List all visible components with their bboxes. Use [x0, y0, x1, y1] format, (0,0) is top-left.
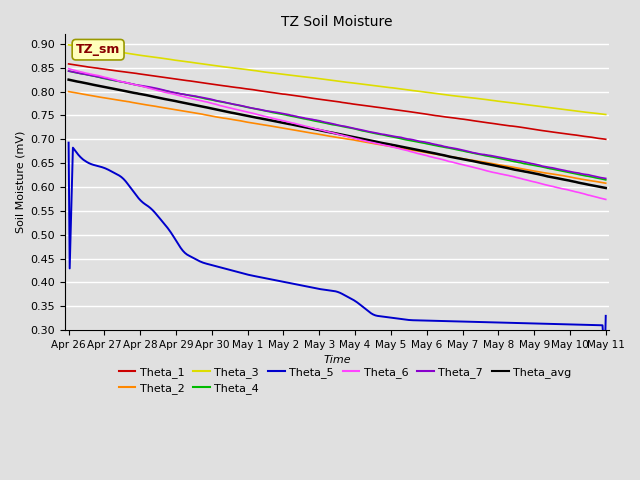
Theta_2	[65, 89, 72, 95]
Theta_3	[385, 84, 392, 90]
Line: Theta_4: Theta_4	[68, 71, 605, 180]
Theta_2	[602, 180, 609, 186]
Theta_1	[323, 97, 331, 103]
Theta_7	[589, 173, 596, 179]
Theta_avg	[355, 135, 363, 141]
Theta_4	[589, 174, 596, 180]
Theta_avg	[320, 128, 328, 134]
Y-axis label: Soil Moisture (mV): Soil Moisture (mV)	[15, 131, 25, 233]
Theta_6	[589, 193, 596, 199]
Theta_5	[385, 314, 392, 320]
Theta_5	[601, 360, 609, 365]
Theta_4	[505, 157, 513, 163]
Theta_5	[355, 301, 363, 307]
Theta_5	[320, 287, 328, 292]
Theta_7	[65, 68, 72, 74]
Theta_2	[505, 164, 513, 169]
Theta_3	[320, 76, 328, 82]
Theta_3	[355, 81, 363, 86]
Line: Theta_2: Theta_2	[68, 92, 605, 183]
Text: TZ_sm: TZ_sm	[76, 43, 120, 56]
Theta_3	[65, 42, 72, 48]
Theta_5	[589, 322, 596, 328]
Theta_avg	[505, 166, 513, 171]
Theta_6	[323, 129, 331, 134]
Theta_7	[355, 127, 363, 132]
Theta_avg	[589, 182, 596, 188]
Theta_7	[320, 119, 328, 125]
Theta_6	[385, 143, 392, 149]
Theta_6	[65, 66, 72, 72]
Theta_3	[323, 77, 331, 83]
Title: TZ Soil Moisture: TZ Soil Moisture	[282, 15, 393, 29]
Theta_4	[65, 68, 72, 74]
Theta_5	[65, 140, 72, 145]
Theta_2	[385, 143, 392, 149]
Theta_6	[355, 136, 363, 142]
Theta_avg	[602, 185, 609, 191]
Theta_4	[323, 120, 331, 126]
Theta_1	[320, 97, 328, 103]
Theta_6	[320, 128, 328, 133]
Theta_avg	[385, 141, 392, 147]
X-axis label: Time: Time	[323, 355, 351, 365]
Theta_1	[505, 123, 513, 129]
Theta_6	[505, 173, 513, 179]
Line: Theta_6: Theta_6	[68, 69, 605, 199]
Theta_avg	[323, 129, 331, 134]
Theta_3	[589, 110, 596, 116]
Line: Theta_3: Theta_3	[68, 45, 605, 115]
Theta_5	[323, 287, 331, 293]
Theta_2	[355, 138, 363, 144]
Line: Theta_7: Theta_7	[68, 71, 605, 179]
Theta_7	[323, 120, 331, 125]
Line: Theta_avg: Theta_avg	[68, 80, 605, 188]
Theta_1	[355, 102, 363, 108]
Theta_5	[505, 320, 513, 325]
Theta_3	[602, 112, 609, 118]
Theta_1	[589, 134, 596, 140]
Legend: Theta_1, Theta_2, Theta_3, Theta_4, Theta_5, Theta_6, Theta_7, Theta_avg: Theta_1, Theta_2, Theta_3, Theta_4, Thet…	[114, 362, 576, 398]
Theta_4	[355, 127, 363, 133]
Theta_3	[505, 99, 513, 105]
Theta_7	[385, 132, 392, 138]
Line: Theta_5: Theta_5	[68, 143, 605, 362]
Theta_4	[602, 177, 609, 183]
Theta_7	[505, 156, 513, 162]
Theta_4	[320, 120, 328, 126]
Theta_4	[385, 133, 392, 139]
Theta_7	[602, 176, 609, 181]
Theta_5	[602, 313, 609, 319]
Theta_1	[65, 61, 72, 67]
Theta_1	[602, 136, 609, 142]
Theta_2	[323, 133, 331, 139]
Theta_6	[602, 196, 609, 202]
Theta_1	[385, 106, 392, 112]
Line: Theta_1: Theta_1	[68, 64, 605, 139]
Theta_2	[589, 178, 596, 184]
Theta_2	[320, 132, 328, 138]
Theta_avg	[65, 77, 72, 83]
